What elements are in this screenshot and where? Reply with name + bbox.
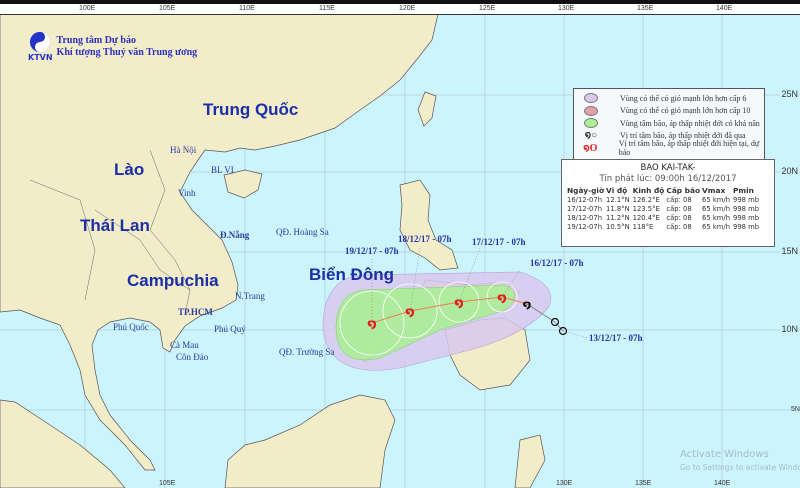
storm-name: BAO KAI-TAK- <box>640 163 696 173</box>
lon-label: 120E <box>399 5 416 12</box>
org-logo: KTVN Trung tâm Dự báo Khí tượng Thuỷ văn… <box>28 31 197 62</box>
lon-label: 115E <box>319 5 335 12</box>
lon-label: 135E <box>635 480 652 487</box>
lon-label: 110E <box>239 5 255 12</box>
org-name-line1: Trung tâm Dự báo <box>56 34 136 46</box>
lon-label: 105E <box>159 480 176 487</box>
track-label-16: 16/12/17 - 07h <box>530 258 584 268</box>
lon-label: 125E <box>479 5 496 12</box>
lat-label: 20N <box>780 166 799 176</box>
lat-label: 5N <box>791 406 800 413</box>
city-phuquoc: Phú Quốc <box>113 322 149 332</box>
issue-time: Tin phát lúc: 09:00h 16/12/2017 <box>599 174 737 184</box>
past-position-icon <box>558 326 568 336</box>
forecast-table: Ngày-giờ Vĩ độ Kinh độ Cấp bão Vmax Pmin 16/1… <box>567 184 762 231</box>
lon-label: 140E <box>716 5 733 12</box>
wind-zones <box>322 271 552 371</box>
hainan-island <box>223 169 263 199</box>
track-label-17: 17/12/17 - 07h <box>472 237 526 247</box>
typhoon-icon: ໑ <box>367 317 376 331</box>
label-east-sea: Biển Đông <box>309 265 394 284</box>
table-row: 16/12-07h 12.1°N 126.2°E cấp: 08 65 km/h 998 … <box>567 195 760 204</box>
current-typhoon-icon: ໑ <box>523 298 532 311</box>
track-label-13: 13/12/17 - 07h <box>589 333 643 343</box>
forecast-positions: ໑ ໑ ໑ ໑ <box>367 291 506 331</box>
city-camau: Cà Mau <box>170 340 199 350</box>
past-position-icon <box>550 317 560 327</box>
typhoon-icon: ໑ <box>405 305 414 319</box>
storm-info-box: BAO KAI-TAK- Tin phát lúc: 09:00h 16/12/… <box>561 159 775 247</box>
table-row: 19/12-07h 10.5°N 118°E cấp: 08 65 km/h 998 mb <box>567 222 760 231</box>
label-cambodia: Campuchia <box>127 271 219 290</box>
city-nhatrang: N.Trang <box>235 291 265 301</box>
map-legend: Vùng có thể có gió mạnh lớn hơn cấp 6 Vù… <box>573 88 765 160</box>
typhoon-icon: ໑ <box>497 291 506 305</box>
legend-item: ໑○ Vị trí tâm bão, áp thấp nhiệt đới đã q… <box>580 130 764 143</box>
taiwan-island <box>417 91 437 127</box>
luzon-island <box>399 179 459 271</box>
top-bar <box>0 0 800 4</box>
city-hcm: TP.HCM <box>178 307 213 317</box>
label-thailand: Thái Lan <box>80 216 150 235</box>
legend-item: Vùng có thể có gió mạnh lớn hơn cấp 6 <box>580 92 764 105</box>
lon-label: 135E <box>637 5 654 12</box>
forecast-typhoon-icon: ໑O <box>583 142 598 154</box>
activate-windows-subtext: Go to Settings to activate Windows. <box>680 463 800 472</box>
table-row: 17/12-07h 11.8°N 123.5°E cấp: 08 65 km/h 998 … <box>567 204 760 213</box>
logo-abbreviation: KTVN <box>28 53 53 62</box>
lon-label: 140E <box>714 480 731 487</box>
city-truongsa: QĐ. Trường Sa <box>279 347 335 357</box>
city-blvi: BL VI <box>211 165 234 175</box>
legend-item: Vùng có thể có gió mạnh lớn hơn cấp 10 <box>580 105 764 118</box>
activate-windows-watermark: Activate Windows <box>680 449 769 460</box>
city-hoangsa: QĐ. Hoàng Sa <box>276 227 329 237</box>
city-vinh: Vinh <box>178 188 196 198</box>
table-row: 18/12-07h 11.2°N 120.4°E cấp: 08 65 km/h 998 … <box>567 213 760 222</box>
typhoon-icon: ໑ <box>454 296 463 310</box>
org-name-line2: Khí tượng Thuỷ văn Trung ương <box>56 46 198 58</box>
track-label-19: 19/12/17 - 07h <box>345 246 399 256</box>
lon-label: 130E <box>556 480 573 487</box>
lat-label: 25N <box>780 89 799 99</box>
past-positions: ໑ <box>523 298 568 336</box>
nchmf-logo-icon <box>30 31 51 53</box>
lon-label: 105E <box>159 5 176 12</box>
track-label-18: 18/12/17 - 07h <box>398 234 452 244</box>
city-phuquy: Phú Quý <box>214 324 246 334</box>
past-typhoon-icon: ໑○ <box>584 130 598 142</box>
lon-label: 100E <box>79 5 96 12</box>
label-laos: Lào <box>114 160 145 179</box>
longitude-axis-top: 100E 105E 110E 115E 120E 125E 130E 135E … <box>0 4 800 15</box>
lat-label: 15N <box>780 246 799 256</box>
lat-label: 10N <box>780 324 799 334</box>
sulawesi-island <box>514 434 546 488</box>
city-hanoi: Hà Nội <box>170 145 197 155</box>
legend-item: ໑O Vị trí tâm bão, áp thấp nhiệt đới hiện… <box>580 139 764 157</box>
borders <box>29 149 191 316</box>
legend-item: Vùng tâm bão, áp thấp nhiệt đới có khả n… <box>580 117 764 130</box>
lon-label: 130E <box>558 5 575 12</box>
label-china: Trung Quốc <box>203 100 299 119</box>
zone-track <box>335 284 516 361</box>
city-condao: Côn Đảo <box>176 352 209 362</box>
borneo-island <box>224 394 396 488</box>
city-danang: Đ.Nẵng <box>220 230 250 240</box>
mainland-asia <box>0 13 439 471</box>
sumatra-island <box>0 399 126 488</box>
